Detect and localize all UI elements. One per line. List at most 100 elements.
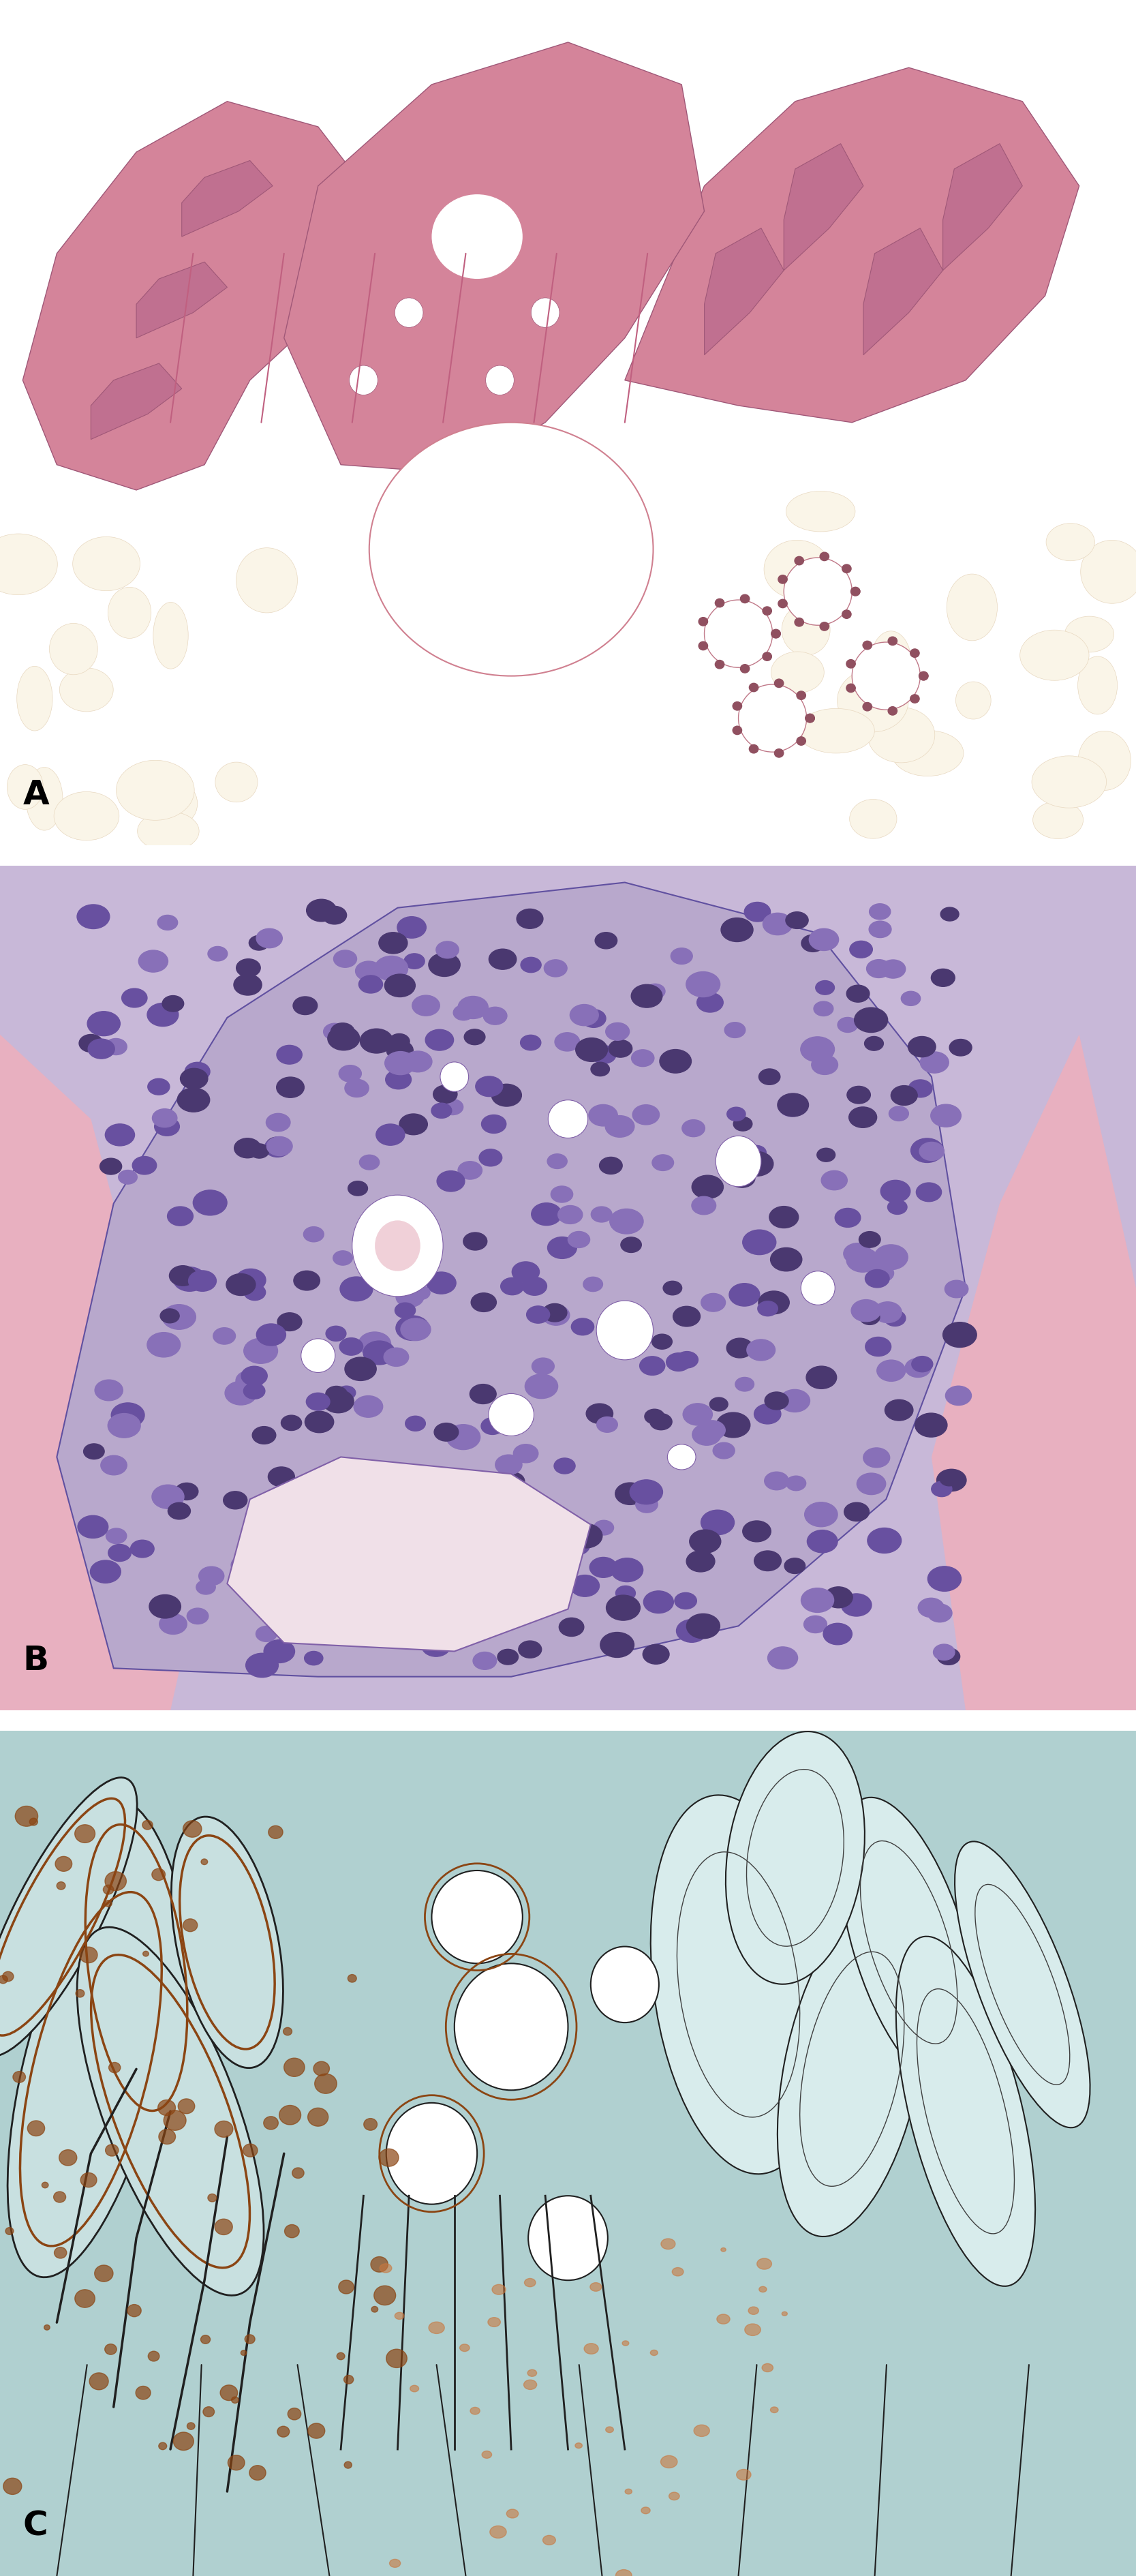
Ellipse shape [314, 2061, 329, 2076]
Ellipse shape [344, 2375, 353, 2383]
Circle shape [465, 1030, 485, 1046]
Ellipse shape [726, 1731, 864, 1984]
Circle shape [943, 1321, 977, 1347]
Ellipse shape [668, 1445, 695, 1471]
Circle shape [323, 1553, 353, 1577]
Circle shape [588, 1105, 618, 1126]
Circle shape [470, 1566, 492, 1582]
Ellipse shape [524, 2380, 536, 2391]
Circle shape [768, 1646, 797, 1669]
Circle shape [225, 1381, 257, 1404]
Ellipse shape [201, 2336, 210, 2344]
Circle shape [607, 1595, 640, 1620]
Ellipse shape [153, 603, 189, 670]
Circle shape [264, 1641, 294, 1664]
Circle shape [356, 1577, 375, 1589]
Ellipse shape [0, 533, 58, 595]
Circle shape [453, 1005, 474, 1020]
Ellipse shape [796, 737, 805, 744]
Circle shape [551, 1185, 573, 1203]
Circle shape [500, 1471, 525, 1492]
Circle shape [406, 1417, 426, 1432]
Circle shape [600, 1157, 623, 1175]
Ellipse shape [782, 2311, 787, 2316]
Circle shape [889, 1105, 909, 1121]
Circle shape [162, 994, 184, 1012]
Ellipse shape [762, 652, 771, 659]
Circle shape [747, 1146, 766, 1159]
Circle shape [652, 1334, 673, 1350]
Circle shape [236, 1370, 264, 1391]
Ellipse shape [369, 422, 653, 675]
Circle shape [208, 945, 227, 961]
Circle shape [396, 1285, 424, 1306]
Ellipse shape [344, 2463, 352, 2468]
Circle shape [891, 1084, 918, 1105]
Ellipse shape [842, 564, 851, 572]
Ellipse shape [771, 652, 824, 693]
Ellipse shape [395, 2313, 404, 2318]
Circle shape [105, 1038, 127, 1056]
Circle shape [734, 1118, 752, 1131]
Circle shape [616, 1484, 645, 1504]
Circle shape [548, 1236, 577, 1260]
Ellipse shape [820, 623, 829, 631]
Ellipse shape [507, 2509, 518, 2519]
Ellipse shape [352, 1195, 443, 1296]
Ellipse shape [741, 595, 750, 603]
Circle shape [526, 1306, 550, 1324]
Circle shape [224, 1492, 248, 1510]
Ellipse shape [591, 1947, 659, 2022]
Circle shape [866, 1337, 891, 1355]
Ellipse shape [750, 683, 759, 693]
Ellipse shape [1078, 732, 1130, 791]
Ellipse shape [116, 760, 194, 819]
Ellipse shape [53, 2192, 66, 2202]
Circle shape [168, 1502, 191, 1520]
Circle shape [197, 1579, 216, 1595]
Ellipse shape [863, 641, 872, 649]
Circle shape [525, 1373, 558, 1399]
Circle shape [532, 1203, 561, 1226]
Circle shape [277, 1314, 302, 1332]
Circle shape [148, 1079, 169, 1095]
Circle shape [571, 1319, 594, 1334]
Circle shape [676, 1620, 707, 1643]
Circle shape [605, 1023, 629, 1041]
Circle shape [710, 1396, 728, 1412]
Circle shape [786, 912, 809, 930]
Circle shape [670, 948, 693, 963]
Circle shape [482, 1115, 507, 1133]
Circle shape [428, 953, 460, 976]
Circle shape [234, 1139, 261, 1159]
Circle shape [384, 1347, 409, 1365]
Ellipse shape [623, 2342, 629, 2347]
Circle shape [520, 1492, 543, 1510]
Circle shape [266, 1136, 287, 1154]
Circle shape [337, 1386, 356, 1399]
Circle shape [724, 1162, 750, 1180]
Circle shape [825, 1587, 853, 1607]
PathPatch shape [57, 884, 966, 1677]
Circle shape [226, 1273, 256, 1296]
Circle shape [908, 1036, 936, 1056]
Ellipse shape [488, 1394, 534, 1435]
Circle shape [850, 940, 872, 958]
Circle shape [400, 1113, 427, 1136]
Ellipse shape [1031, 755, 1106, 809]
Ellipse shape [76, 1798, 197, 2136]
Circle shape [437, 1172, 465, 1193]
Circle shape [241, 1365, 267, 1386]
Ellipse shape [172, 1816, 283, 2069]
Circle shape [340, 1337, 362, 1355]
Ellipse shape [26, 768, 62, 829]
Circle shape [864, 1036, 884, 1051]
Circle shape [265, 1139, 291, 1157]
Ellipse shape [770, 2406, 778, 2414]
Circle shape [235, 1270, 266, 1291]
Ellipse shape [215, 762, 258, 801]
Circle shape [122, 989, 148, 1007]
Circle shape [725, 1023, 745, 1038]
Circle shape [713, 1443, 735, 1458]
Circle shape [466, 1540, 485, 1556]
